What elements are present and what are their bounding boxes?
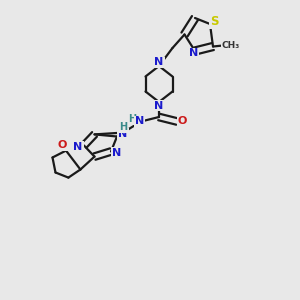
Text: H: H (128, 114, 136, 124)
Text: S: S (210, 15, 219, 28)
Text: H: H (119, 122, 127, 133)
Text: N: N (189, 48, 198, 59)
Text: N: N (112, 148, 122, 158)
Text: CH₃: CH₃ (222, 40, 240, 50)
Text: N: N (154, 57, 164, 68)
Text: N: N (118, 129, 127, 139)
Text: N: N (135, 116, 144, 127)
Text: O: O (178, 116, 187, 127)
Text: N: N (154, 100, 164, 111)
Text: O: O (58, 140, 67, 150)
Text: N: N (74, 142, 82, 152)
